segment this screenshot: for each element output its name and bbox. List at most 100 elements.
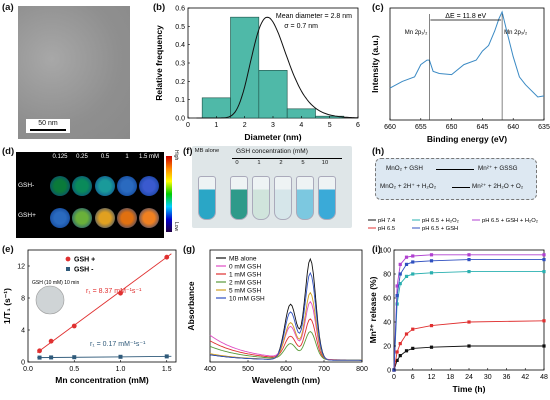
mri-conc-label-3: 1 <box>125 154 129 160</box>
legend-label-g-1: 0 mM GSH <box>229 264 261 271</box>
xlabel-g: Wavelength (nm) <box>252 375 320 385</box>
annotation-b-mean: Mean diameter = 2.8 nm <box>276 13 352 20</box>
panel-label-d: (d) <box>2 146 15 157</box>
release-point-0-5 <box>429 345 434 349</box>
ylabel-e: 1/T₁ (s⁻¹) <box>2 288 12 324</box>
mri-phantom-gsh-minus-1 <box>72 176 92 196</box>
release-point-2-2 <box>398 262 402 266</box>
panel-label-e: (e) <box>2 244 14 255</box>
xtick-label-b-6: 6 <box>356 122 360 129</box>
vial-0 <box>198 176 216 220</box>
legend-label-i-0: pH 7.4 <box>378 218 396 224</box>
mri-row-label-1: GSH+ <box>18 212 36 219</box>
legend-label-g-5: 10 mM GSH <box>229 296 265 303</box>
xtick-label-i-3: 18 <box>446 374 454 381</box>
release-point-0-4 <box>411 346 415 350</box>
release-point-1-7 <box>542 270 546 274</box>
spectrum-g-5 <box>209 271 362 361</box>
xtick-label-e-2: 1.0 <box>116 366 126 373</box>
mri-phantom-gsh-minus-0 <box>50 176 70 196</box>
release-curve-0 <box>393 345 544 371</box>
annotation-e-r1-minus: r₁ = 0.17 mM⁻¹s⁻¹ <box>90 341 146 348</box>
ytick-label-e-3: 12 <box>17 264 25 271</box>
ytick-label-i-2: 40 <box>383 320 391 327</box>
point-e-gsh-minus-4 <box>164 354 169 359</box>
vials-title: GSH concentration (mM) <box>236 148 308 155</box>
release-point-3-2 <box>398 342 402 346</box>
bar-b-3 <box>258 70 288 119</box>
inset-photo-e <box>35 285 65 315</box>
fit-line-e-0 <box>36 253 172 353</box>
xtick-label-g-2: 600 <box>280 366 292 373</box>
ytick-label-i-4: 80 <box>383 272 391 279</box>
vial-label-1: 0 <box>235 160 239 166</box>
xlabel-b: Diameter (nm) <box>244 132 301 142</box>
ylabel-b: Relative frequency <box>154 25 164 101</box>
chart-e: 0.0 0.5 1.0 1.5 0 4 8 12 Mn concentration (mM) 1/… <box>2 249 177 385</box>
reaction-2-products: Mn²⁺ + 2H₂O + O₂ <box>472 183 524 190</box>
chart-b: 0 1 2 3 4 5 6 0.0 0.1 0.2 0.3 0.4 0.5 0.6 Diameter (nm… <box>154 6 360 143</box>
release-point-0-6 <box>467 344 471 348</box>
scale-bar-label: 50 nm <box>38 120 58 127</box>
vial-5 <box>318 176 336 220</box>
reaction-scheme: MnO₂ + GSH Mn²⁺ + GSSG MnO₂ + 2H⁺ + H₂O₂… <box>375 158 537 200</box>
chart-e-frame <box>27 249 177 363</box>
release-point-0-1 <box>395 358 399 362</box>
release-point-1-5 <box>429 271 434 275</box>
xtick-label-g-4: 800 <box>356 366 368 373</box>
release-point-4-2 <box>398 272 402 276</box>
xtick-label-g-3: 700 <box>318 366 330 373</box>
panel-label-a: (a) <box>2 2 14 13</box>
release-point-2-3 <box>404 255 409 259</box>
panel-label-i: (i) <box>372 244 381 255</box>
xtick-label-e-3: 1.5 <box>162 366 172 373</box>
xtick-label-i-7: 42 <box>521 374 529 381</box>
ytick-label-i-1: 20 <box>383 344 391 351</box>
legend-label-i-2: pH 6.5 + GSH + H₂O₂ <box>482 218 538 224</box>
release-point-0-2 <box>398 354 402 358</box>
reaction-1-reactants: MnO₂ + GSH <box>386 165 423 172</box>
mri-conc-label-1: 0.25 <box>76 154 88 160</box>
mri-conc-label-4: 1.5 mM <box>138 154 159 160</box>
release-point-2-4 <box>411 254 415 258</box>
xtick-label-i-5: 30 <box>484 374 492 381</box>
mri-conc-label-0: 0.125 <box>52 154 68 160</box>
annotation-e-r1-plus: r₁ = 8.37 mM⁻¹s⁻¹ <box>86 288 142 295</box>
vial-3 <box>274 176 292 220</box>
xtick-label-c-4: 640 <box>507 124 519 131</box>
xtick-label-b-5: 5 <box>328 122 332 129</box>
xtick-label-c-0: 660 <box>384 124 396 131</box>
release-point-4-7 <box>542 258 546 262</box>
ytick-label-b-2: 0.2 <box>175 79 185 86</box>
scale-bar: 50 nm <box>26 119 70 133</box>
xtick-label-c-2: 650 <box>446 124 458 131</box>
release-curve-2 <box>393 254 544 371</box>
ytick-label-b-5: 0.5 <box>175 24 185 31</box>
ytick-label-e-1: 4 <box>21 328 25 335</box>
ytick-label-i-3: 60 <box>383 296 391 303</box>
xtick-label-b-4: 4 <box>299 122 303 129</box>
fit-line-e-1 <box>37 355 172 359</box>
xps-curve <box>389 10 545 98</box>
gsh-gradient-arrow <box>232 158 342 159</box>
xtick-label-c-5: 635 <box>538 124 550 131</box>
mri-row-label-0: GSH- <box>18 182 35 189</box>
point-e-gsh-plus-0 <box>37 348 42 354</box>
xtick-label-c-3: 645 <box>477 124 489 131</box>
release-point-3-3 <box>404 332 409 336</box>
point-e-gsh-plus-1 <box>48 338 54 344</box>
legend-marker-e-0 <box>65 256 71 262</box>
legend-label-i-1: pH 6.5 + H₂O₂ <box>422 218 459 224</box>
reaction-1-products: Mn²⁺ + GSSG <box>478 165 518 172</box>
annotation-mn-2p32: Mn 2p₃/₂ <box>504 30 528 36</box>
ytick-label-b-1: 0.1 <box>175 97 185 104</box>
xtick-label-g-1: 500 <box>242 366 254 373</box>
inset-label-e: GSH (10 mM) 10 min <box>32 280 79 286</box>
release-point-3-6 <box>467 320 471 324</box>
xtick-label-g-0: 400 <box>204 366 216 373</box>
ytick-label-e-0: 0 <box>21 360 25 367</box>
panel-label-h: (h) <box>372 146 385 157</box>
release-point-4-3 <box>404 262 409 266</box>
mri-phantom-gsh-plus-3 <box>117 208 137 228</box>
